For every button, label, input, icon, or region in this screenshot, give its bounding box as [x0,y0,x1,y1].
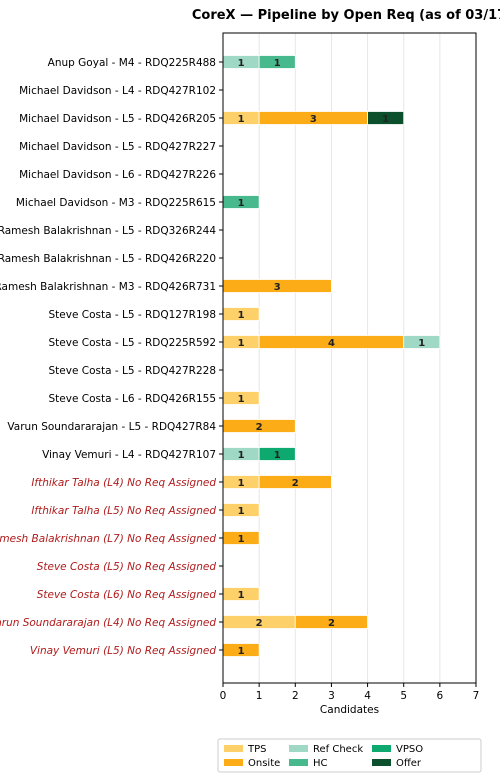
gridlines [222,33,477,683]
legend-swatch [224,745,243,752]
bar-value-label: 1 [418,338,425,349]
x-tick-label: 3 [328,690,335,702]
category-label: Steve Costa (L5) No Req Assigned [37,561,217,573]
bar-value-label: 2 [328,618,335,629]
legend-entry: VPSO [396,744,423,755]
bar-value-label: 2 [292,478,299,489]
category-label: Michael Davidson - M3 - RDQ225R615 [16,197,216,209]
plot-frame [222,32,477,684]
bar-segment [258,55,296,69]
bar-value-label: 1 [238,590,245,601]
bar-value-label: 3 [310,114,317,125]
category-label: Varun Soundararajan - L5 - RDQ427R84 [7,421,216,433]
bar-value-label: 1 [238,506,245,517]
bar-value-label: 1 [238,450,245,461]
category-label: Steve Costa - L6 - RDQ426R155 [48,393,216,405]
bar-segment [258,447,296,461]
bar-segment [367,111,405,125]
x-tick-label: 6 [437,690,444,702]
bar-value-label: 1 [238,338,245,349]
legend-swatch [372,745,391,752]
category-label: Michael Davidson - L5 - RDQ427R227 [19,141,216,153]
category-label: Vinay Vemuri (L5) No Req Assigned [30,645,216,657]
category-label: Ifthikar Talha (L4) No Req Assigned [31,477,216,489]
bar-segment [403,335,441,349]
category-label: Varun Soundararajan (L4) No Req Assigned [0,617,216,629]
x-tick-label: 0 [220,690,227,702]
bar-segment [294,615,368,629]
legend-entry: Ref Check [313,744,363,755]
category-label: Steve Costa - L5 - RDQ427R228 [48,365,216,377]
category-label: Ifthikar Talha (L5) No Req Assigned [31,505,216,517]
bar-segment [258,475,332,489]
chart-title: CoreX — Pipeline by Open Req (as of 03/1… [192,8,500,23]
bar-value-label: 1 [238,198,245,209]
bar-value-label: 2 [256,422,263,433]
category-label: Steve Costa - L5 - RDQ127R198 [48,309,216,321]
bar-value-label: 2 [256,618,263,629]
x-tick-label: 1 [256,690,263,702]
category-label: Steve Costa (L6) No Req Assigned [37,589,217,601]
category-label: Michael Davidson - L4 - RDQ427R102 [19,85,216,97]
bar-value-label: 1 [382,114,389,125]
bar-value-label: 1 [238,646,245,657]
category-labels: Anup Goyal - M4 - RDQ225R488 Michael Davi… [0,57,223,657]
legend-entry: TPS [247,744,267,755]
x-axis-ticks: 0 1 2 3 4 5 6 7 [220,683,480,702]
bar-value-label: 1 [238,394,245,405]
legend-swatch [372,759,391,766]
x-tick-label: 4 [364,690,371,702]
x-tick-label: 5 [400,690,407,702]
legend-swatch [289,745,308,752]
legend-entry: Offer [396,758,422,769]
legend-entry: HC [313,758,328,769]
bar-value-label: 1 [238,114,245,125]
category-label: Ramesh Balakrishnan - M3 - RDQ426R731 [0,281,216,293]
category-label: Michael Davidson - L6 - RDQ427R226 [19,169,216,181]
category-label: Anup Goyal - M4 - RDQ225R488 [48,57,216,69]
legend-swatch [224,759,243,766]
bars: 1 1 1 3 1 1 3 1 1 4 1 1 2 1 1 1 2 1 1 1 2 2 1 [222,55,441,657]
legend-swatch [289,759,308,766]
category-label: Steve Costa - L5 - RDQ225R592 [48,337,216,349]
bar-value-label: 1 [274,450,281,461]
category-label: Vinay Vemuri - L4 - RDQ427R107 [42,449,216,461]
category-label: Michael Davidson - L5 - RDQ426R205 [19,113,216,125]
legend-box [217,738,482,773]
legend-entry: Onsite [248,758,280,769]
category-label: Ramesh Balakrishnan (L7) No Req Assigned [0,533,216,545]
bar-value-label: 4 [328,338,335,349]
bar-value-label: 1 [238,310,245,321]
legend: TPS Onsite Ref Check HC VPSO Offer [217,738,482,773]
category-label: Ramesh Balakrishnan - L5 - RDQ326R244 [0,225,216,237]
bar-value-label: 3 [274,282,281,293]
bar-value-label: 1 [274,58,281,69]
bar-value-label: 1 [238,534,245,545]
x-tick-label: 2 [292,690,299,702]
category-label: Ramesh Balakrishnan - L5 - RDQ426R220 [0,253,216,265]
bar-value-label: 1 [238,58,245,69]
bar-value-label: 1 [238,478,245,489]
x-axis-label: Candidates [320,704,379,716]
x-tick-label: 7 [473,690,480,702]
